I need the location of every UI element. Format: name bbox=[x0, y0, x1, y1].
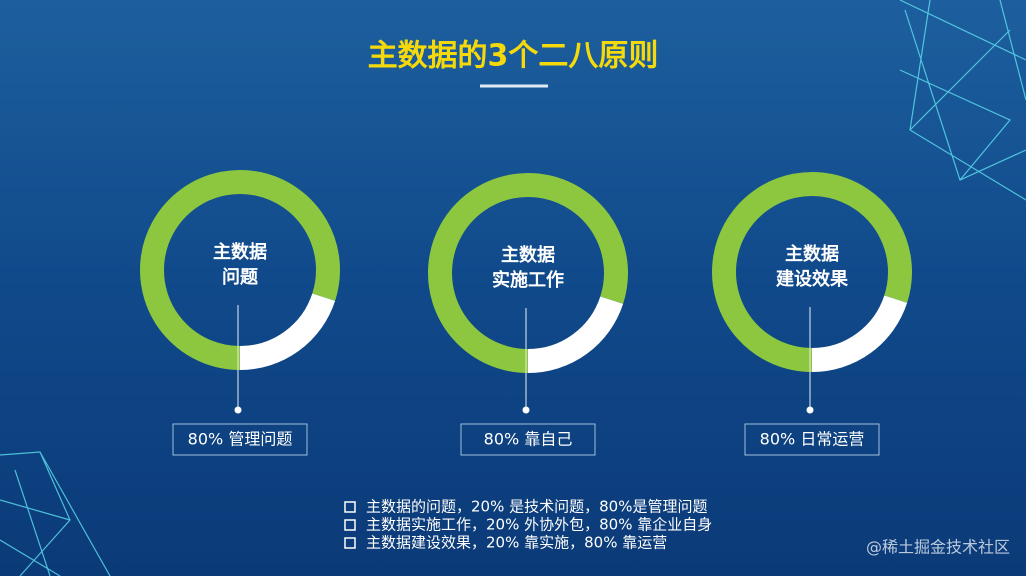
donut-center-label: 主数据 bbox=[501, 244, 555, 266]
donut-segment bbox=[527, 296, 624, 373]
donut-segment bbox=[712, 172, 912, 372]
watermark: @稀土掘金技术社区 bbox=[866, 538, 1010, 557]
donut-center-label: 主数据 bbox=[213, 241, 267, 263]
bullet-box bbox=[344, 519, 356, 531]
donut-label: 80% 管理问题 bbox=[188, 430, 293, 449]
donut-label: 80% 日常运营 bbox=[760, 430, 865, 449]
label-box bbox=[460, 423, 596, 456]
bullet-box bbox=[344, 501, 356, 513]
donut-center-label: 问题 bbox=[222, 267, 259, 288]
title: 主数据的3个二八原则 bbox=[368, 39, 659, 74]
bullet-box bbox=[344, 537, 356, 549]
donut-center-label: 实施工作 bbox=[492, 269, 564, 291]
bullet-text: 主数据实施工作，20% 外协外包，80% 靠企业自身 bbox=[366, 516, 712, 534]
label-box bbox=[744, 423, 880, 456]
donut-segment bbox=[140, 170, 340, 370]
label-box bbox=[172, 423, 308, 456]
donut-segment bbox=[811, 295, 908, 372]
connector-dot bbox=[806, 406, 814, 414]
donut-segment bbox=[239, 293, 336, 370]
connector-dot bbox=[522, 406, 530, 414]
donut-center-label: 主数据 bbox=[785, 243, 839, 265]
connector-dot bbox=[234, 406, 242, 414]
donut-center-label: 建设效果 bbox=[776, 268, 849, 290]
donut-segment bbox=[428, 173, 628, 373]
bullet-text: 主数据建设效果，20% 靠实施，80% 靠运营 bbox=[366, 534, 667, 552]
donut-label: 80% 靠自己 bbox=[484, 430, 573, 449]
bullet-text: 主数据的问题，20% 是技术问题，80%是管理问题 bbox=[366, 498, 707, 516]
